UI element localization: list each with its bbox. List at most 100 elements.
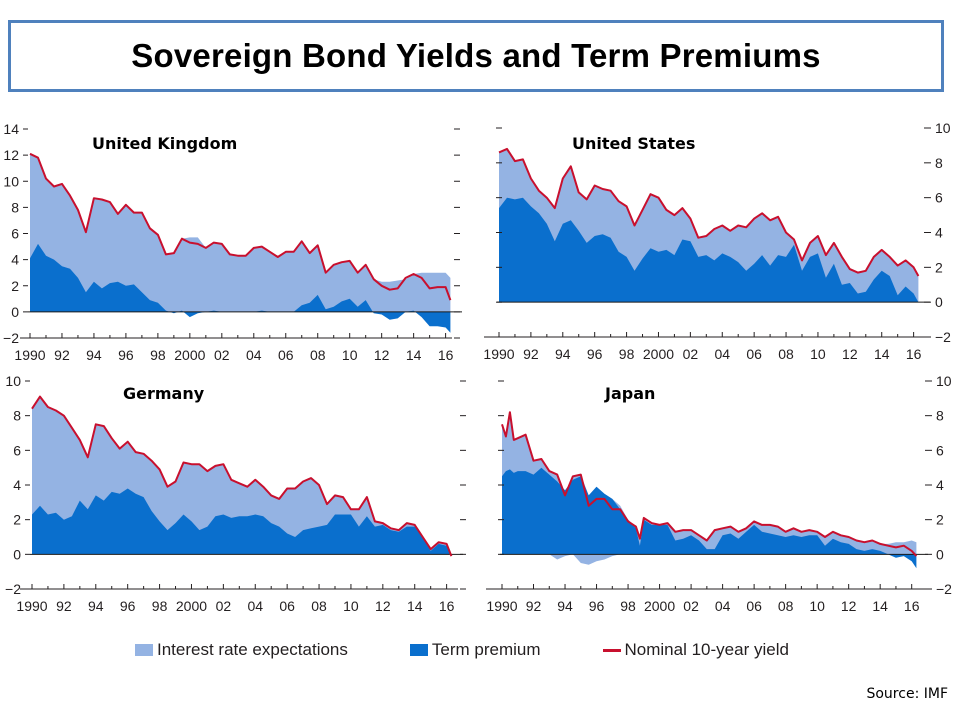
x-tick-label: 94 (557, 598, 573, 614)
plot-area (28, 152, 462, 333)
x-tick-label: 2000 (643, 346, 674, 362)
x-tick-label: 10 (343, 598, 359, 614)
x-tick-label: 06 (278, 347, 294, 363)
x-tick-label: 08 (778, 598, 794, 614)
chart-united-states: 1990 92 94 96 98 2000 02 04 06 08 10 12 14 16−2024681… (483, 120, 951, 362)
legend-label: Term premium (431, 640, 541, 659)
x-tick-label: 92 (54, 347, 70, 363)
y-tick-label: 2 (11, 278, 19, 294)
x-tick-label: 12 (375, 598, 391, 614)
area-term-premium (32, 488, 452, 557)
x-tick-label: 2000 (176, 598, 207, 614)
y-tick-label: −2 (935, 329, 951, 345)
chart-title: United States (572, 134, 695, 153)
x-tick-label: 92 (523, 346, 539, 362)
x-tick-label: 98 (152, 598, 168, 614)
y-tick-label: 0 (935, 294, 943, 310)
plot-area (497, 147, 930, 303)
legend-label: Nominal 10-year yield (624, 640, 789, 659)
y-tick-label: 8 (935, 155, 943, 171)
x-tick-label: 98 (619, 346, 635, 362)
y-tick-label: 6 (936, 442, 944, 458)
x-tick-label: 96 (120, 598, 136, 614)
x-tick-label: 16 (906, 346, 922, 362)
x-tick-label: 12 (374, 347, 390, 363)
y-tick-label: 12 (3, 147, 19, 163)
y-tick-label: 8 (11, 199, 19, 215)
x-tick-label: 1990 (486, 598, 517, 614)
x-tick-label: 12 (842, 346, 858, 362)
x-tick-label: 14 (407, 598, 423, 614)
y-tick-label: 0 (13, 546, 21, 562)
page-title: Sovereign Bond Yields and Term Premiums (131, 37, 821, 74)
legend-swatch-expectations (135, 644, 153, 656)
x-tick-label: 16 (438, 347, 454, 363)
legend-item-expectations: Interest rate expectations (135, 640, 348, 660)
y-tick-label: −2 (5, 581, 21, 597)
x-tick-label: 04 (247, 598, 263, 614)
x-tick-label: 10 (342, 347, 358, 363)
legend: Interest rate expectations Term premium … (135, 640, 851, 660)
y-tick-label: 4 (935, 225, 943, 241)
x-tick-label: 2000 (174, 347, 205, 363)
x-tick-label: 92 (526, 598, 542, 614)
y-axis: −2 0 2 4 6 8 10 (5, 373, 466, 597)
y-tick-label: 2 (936, 512, 944, 528)
y-tick-label: 0 (936, 546, 944, 562)
x-tick-label: 04 (246, 347, 262, 363)
x-tick-label: 10 (810, 346, 826, 362)
chart-germany: 1990 92 94 96 98 2000 02 04 06 08 10 12 14 16−2024681… (5, 373, 466, 614)
x-tick-label: 08 (311, 598, 327, 614)
title-box: Sovereign Bond Yields and Term Premiums (8, 20, 944, 92)
x-axis: 1990 92 94 96 98 2000 02 04 06 08 10 12 14 16 (14, 333, 454, 363)
y-tick-label: 4 (936, 477, 944, 493)
chart-title: Japan (604, 384, 655, 403)
x-tick-label: 08 (778, 346, 794, 362)
x-tick-label: 04 (715, 598, 731, 614)
x-tick-label: 02 (683, 346, 699, 362)
area-term-premium (30, 243, 451, 333)
y-tick-label: 2 (13, 512, 21, 528)
plot-area (30, 395, 463, 557)
y-tick-label: 8 (936, 408, 944, 424)
x-tick-label: 06 (279, 598, 295, 614)
x-tick-label: 98 (620, 598, 636, 614)
area-term-premium (502, 467, 917, 569)
x-tick-label: 1990 (14, 347, 45, 363)
y-axis: −2 0 2 4 6 8 10 12 14 (3, 121, 460, 346)
x-tick-label: 94 (86, 347, 102, 363)
line-nominal-10-year-yield (31, 395, 453, 557)
chart-japan: 1990 92 94 96 98 2000 02 04 06 08 10 12 14 16−2024681… (486, 373, 952, 614)
x-tick-label: 98 (150, 347, 166, 363)
legend-swatch-term-premium (409, 644, 428, 656)
source-note: Source: IMF (866, 686, 948, 702)
legend-line-yield (602, 648, 621, 652)
x-tick-label: 2000 (644, 598, 675, 614)
y-tick-label: 6 (13, 442, 21, 458)
y-tick-label: 2 (935, 259, 943, 275)
y-tick-label: 10 (936, 373, 952, 389)
y-tick-label: 6 (935, 190, 943, 206)
x-tick-label: 94 (88, 598, 104, 614)
x-tick-label: 1990 (16, 598, 47, 614)
chart-title: United Kingdom (92, 134, 237, 153)
y-tick-label: 10 (3, 173, 19, 189)
x-axis: 1990 92 94 96 98 2000 02 04 06 08 10 12 14 16 (483, 332, 925, 362)
x-tick-label: 94 (555, 346, 571, 362)
x-tick-label: 96 (589, 598, 605, 614)
x-tick-label: 16 (439, 598, 455, 614)
y-tick-label: 10 (5, 373, 21, 389)
y-tick-label: 4 (11, 252, 19, 268)
x-tick-label: 08 (310, 347, 326, 363)
y-axis: −2 0 2 4 6 8 10 (498, 373, 952, 597)
x-tick-label: 06 (746, 598, 762, 614)
area-interest-rate-expectations (30, 153, 451, 312)
x-tick-label: 16 (904, 598, 920, 614)
x-tick-label: 14 (874, 346, 890, 362)
y-tick-label: −2 (936, 581, 952, 597)
y-tick-label: 0 (11, 304, 19, 320)
area-term-premium (499, 197, 919, 303)
y-tick-label: 14 (3, 121, 19, 137)
chart-title: Germany (123, 384, 205, 403)
chart-united-kingdom: 1990 92 94 96 98 2000 02 04 06 08 10 12 14 16−2024681… (3, 121, 462, 363)
